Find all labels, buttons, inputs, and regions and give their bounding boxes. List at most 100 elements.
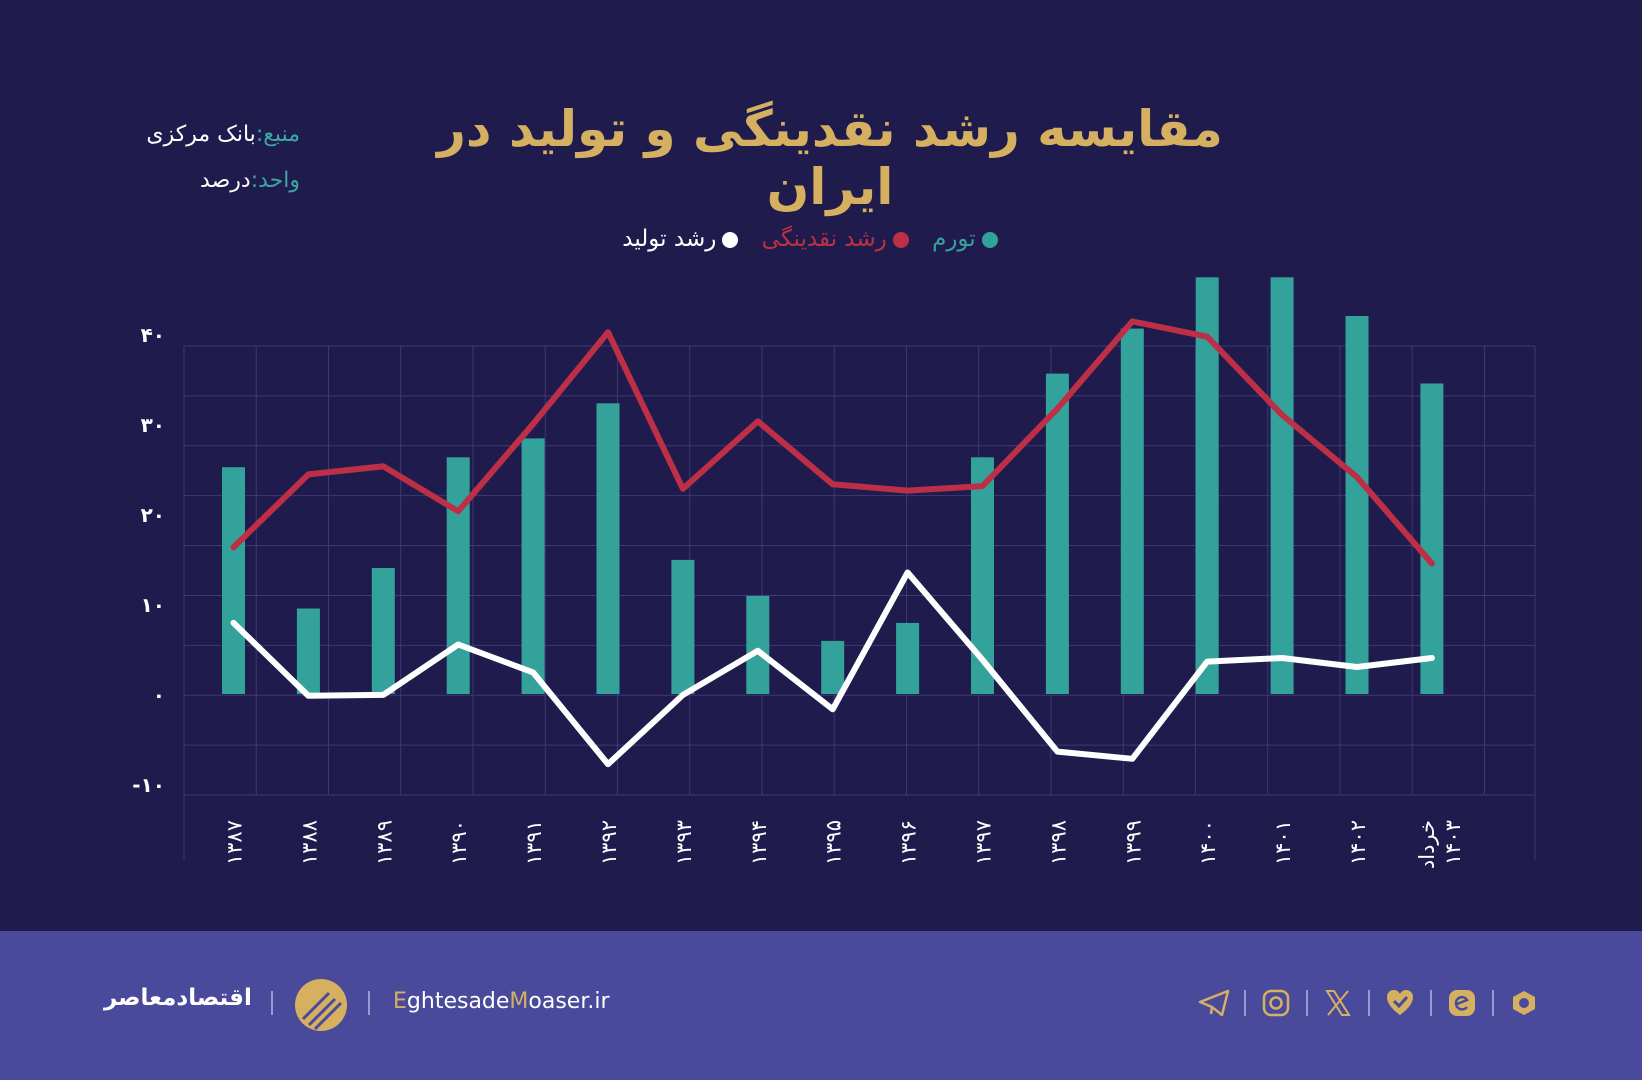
legend-label-inflation: تورم [932,226,976,252]
x-tick-label: ۱۳۹۱ [522,820,546,865]
point-production-growth [380,692,386,698]
point-liquidity-growth [1054,406,1060,412]
point-liquidity-growth [680,486,686,492]
social-icons [1196,985,1542,1021]
bar-inflation [446,457,470,694]
x-tick-label: ۱۳۹۷ [972,820,996,865]
unit-line: واحد:درصد [100,158,300,204]
point-production-growth [1279,655,1285,661]
point-liquidity-growth [455,508,461,514]
brand-name: اقتصادمعاصر [104,985,252,1011]
legend-dot-inflation [981,231,998,248]
x-tick-label: ۱۳۹۳ [672,820,696,865]
bar-inflation [296,608,320,694]
point-liquidity-growth [605,329,611,335]
point-production-growth [830,706,836,712]
bar-inflation [1345,316,1369,694]
point-production-growth [455,642,461,647]
chart-meta: منبع:بانک مرکزی واحد:درصد [100,112,300,204]
point-production-growth [905,570,911,575]
point-liquidity-growth [1204,334,1210,340]
x-tick-label: ۱۳۸۸ [297,820,321,865]
x-tick-label: ۱۳۹۹ [1121,820,1145,865]
point-production-growth [530,669,536,675]
x-tick-label: ۱۳۹۴ [747,820,771,865]
legend-label-liquidity: رشد نقدینگی [761,226,887,252]
point-liquidity-growth [305,471,311,477]
point-production-growth [231,620,236,626]
bar-inflation [971,457,994,694]
website-link[interactable]: EghtesadeMoaser.ir [393,989,610,1014]
point-liquidity-growth [830,481,836,487]
point-liquidity-growth [1279,412,1285,418]
telegram-icon[interactable] [1196,985,1232,1021]
source-line: منبع:بانک مرکزی [100,112,300,158]
virasty-icon[interactable] [1382,985,1418,1021]
y-tick-label: ۰ [153,683,165,707]
legend-item-liquidity: رشد نقدینگی [762,226,909,252]
eitaa-icon[interactable] [1444,985,1480,1021]
bar-inflation [671,559,695,694]
instagram-icon[interactable] [1258,985,1294,1021]
point-liquidity-growth [1429,561,1435,566]
divider [1430,990,1432,1016]
legend-dot-liquidity [892,231,909,248]
bar-inflation [1195,277,1219,694]
y-tick-label: ۲۰ [141,503,165,527]
point-liquidity-growth [530,421,536,427]
point-liquidity-growth [1354,474,1360,480]
y-tick-label: ۳۰ [141,413,165,437]
bar-inflation [821,640,845,694]
point-production-growth [605,761,611,767]
y-tick-label: ۱۰ [141,593,165,617]
x-icon[interactable] [1320,985,1356,1021]
y-tick-label: -۱۰ [132,773,165,797]
legend: تورم رشد نقدینگی رشد تولید [560,226,1060,252]
x-tick-label: ۱۴۰۲ [1346,820,1370,865]
x-tick-label: ۱۴۰۰ [1196,820,1220,865]
divider [1244,990,1246,1016]
point-production-growth [1204,659,1210,665]
point-production-growth [1354,664,1360,670]
divider [1492,990,1494,1016]
bar-inflation [1120,328,1144,694]
bale-icon[interactable] [1506,985,1542,1021]
point-production-growth [1429,655,1435,661]
line-liquidity-growth [230,318,1435,567]
unit-label: واحد: [250,168,300,193]
point-production-growth [1054,749,1060,755]
bar-inflation [896,622,920,694]
footer: اقتصادمعاصر EghtesadeMoaser.ir [0,931,1642,1080]
bar-inflation [521,438,545,694]
brand-logo-icon [295,979,347,1031]
divider [271,991,273,1015]
x-tick-label: ۱۴۰۱ [1271,820,1295,865]
x-tick-label: ۱۳۸۹ [372,820,396,865]
point-liquidity-growth [905,488,911,494]
point-liquidity-growth [231,544,236,550]
point-production-growth [980,657,985,663]
x-tick-label: ۱۳۹۸ [1046,820,1070,865]
x-tick-label: ۱۳۹۶ [897,820,921,865]
chart-title: مقایسه رشد نقدینگی و تولید در ایران [437,100,1224,216]
point-liquidity-growth [980,483,985,489]
x-tick-label: ۱۳۸۷ [223,820,247,865]
x-tick-label: ۱۳۹۰ [447,820,471,865]
point-production-growth [755,648,761,654]
bar-inflation [371,568,395,694]
x-tick-label: خرداد۱۴۰۳ [1415,820,1465,869]
bar-inflation [1270,277,1294,694]
divider [1368,990,1370,1016]
bar-inflation [1045,373,1069,694]
chart-plot: ۴۰ ۳۰ ۲۰ ۱۰ ۰ -۱۰ ۱۳۸۷ ۱۳۸۸ ۱۳۸۹ ۱۳۹۰ ۱۳۹۱ ۱۳۹۲ ۱۳۹۳… [132,277,1536,869]
point-production-growth [305,693,311,699]
bar-inflation [746,595,770,694]
x-tick-label: ۱۳۹۵ [822,820,846,865]
legend-item-production: رشد تولید [622,226,739,252]
legend-label-production: رشد تولید [622,226,717,252]
legend-item-inflation: تورم [932,226,998,252]
point-production-growth [680,692,686,698]
point-production-growth [1129,756,1135,762]
x-tick-label: ۱۳۹۲ [597,820,621,865]
bar-inflation [596,403,620,694]
